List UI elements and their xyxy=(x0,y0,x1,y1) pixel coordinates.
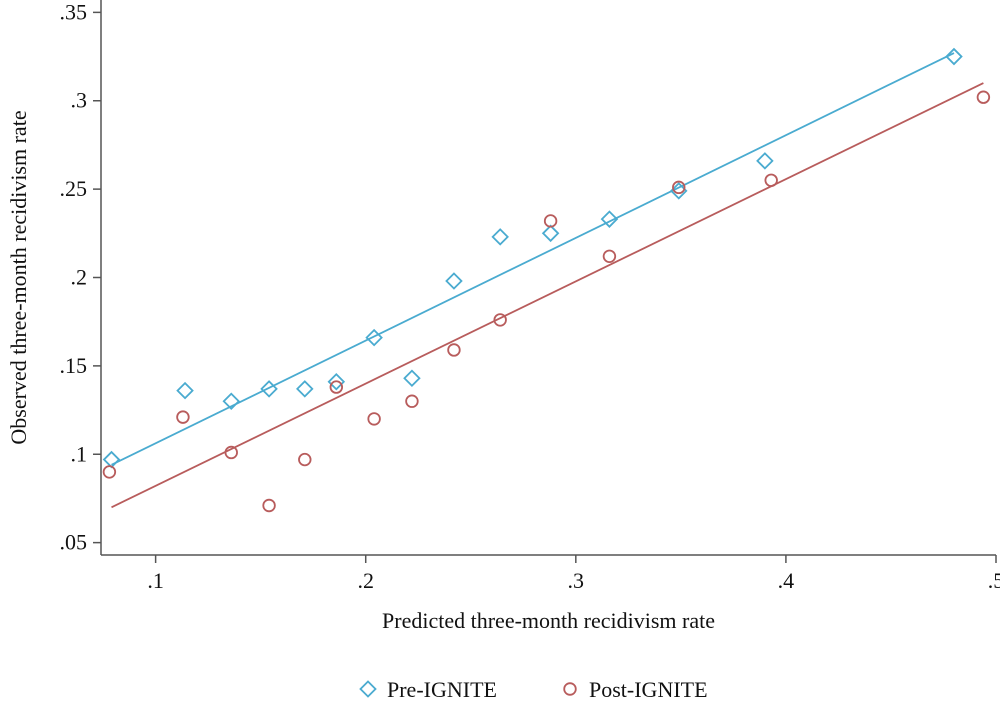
axes xyxy=(100,0,996,556)
post-ignite-point xyxy=(543,214,558,228)
y-tick-label: .05 xyxy=(60,530,88,555)
pre-ignite-point xyxy=(756,152,774,170)
post-ignite-point xyxy=(176,410,190,424)
legend-item-post-ignite: Post-IGNITE xyxy=(563,677,708,702)
pre-ignite-point xyxy=(491,228,509,246)
x-axis-title: Predicted three-month recidivism rate xyxy=(382,608,715,633)
pre-ignite-point xyxy=(176,381,194,400)
fit-lines xyxy=(111,52,984,509)
y-tick-label: .35 xyxy=(60,0,88,24)
pre-ignite-point xyxy=(365,328,383,347)
pre-ignite-point xyxy=(541,224,560,243)
pre-ignite-point xyxy=(260,380,278,398)
post-ignite-point xyxy=(602,249,617,263)
y-tick-label: .1 xyxy=(71,441,88,466)
pre-ignite-fit-line xyxy=(111,52,955,466)
pre-ignite-point xyxy=(222,392,241,410)
pre-ignite-point xyxy=(600,210,619,228)
pre-ignite-point xyxy=(445,272,463,290)
post-ignite-point xyxy=(447,343,461,357)
post-ignite-point xyxy=(367,412,381,426)
post-ignite-point xyxy=(298,452,312,467)
legend-item-pre-ignite: Pre-IGNITE xyxy=(359,677,497,702)
legend: Pre-IGNITE Post-IGNITE xyxy=(359,677,708,702)
post-ignite-point xyxy=(224,445,238,460)
legend-label-post-ignite: Post-IGNITE xyxy=(589,677,708,702)
y-tick-label: .2 xyxy=(71,265,88,290)
y-tick-label: .15 xyxy=(60,353,88,378)
y-axis-ticks: .05 .1 .15 .2 .25 .3 .35 xyxy=(60,0,101,555)
pre-ignite-point xyxy=(403,369,421,388)
y-axis-title: Observed three-month recidivism rate xyxy=(6,110,31,444)
pre-ignite-point xyxy=(296,380,314,398)
pre-ignite-point xyxy=(327,373,346,391)
x-axis-ticks: .1 .2 .3 .4 .5 xyxy=(147,555,1000,593)
y-tick-label: .3 xyxy=(71,88,88,113)
post-ignite-point xyxy=(764,173,778,187)
post-ignite-point xyxy=(976,90,991,104)
x-tick-label: .3 xyxy=(568,568,585,593)
y-tick-label: .25 xyxy=(60,176,88,201)
post-ignite-fit-line xyxy=(111,82,984,509)
legend-label-pre-ignite: Pre-IGNITE xyxy=(387,677,497,702)
pre-ignite-point xyxy=(945,47,963,66)
post-ignite-point xyxy=(262,498,276,513)
x-tick-label: .2 xyxy=(357,568,374,593)
post-ignite-point xyxy=(102,465,117,479)
post-ignite-point xyxy=(329,380,344,394)
post-ignite-point xyxy=(493,313,507,327)
post-ignite-point xyxy=(672,180,686,195)
x-tick-label: .1 xyxy=(147,568,164,593)
data-points xyxy=(102,47,991,513)
post-ignite-point xyxy=(405,394,419,408)
circle-marker-icon xyxy=(563,682,577,696)
x-tick-label: .5 xyxy=(988,568,1000,593)
diamond-marker-icon xyxy=(359,680,377,698)
x-tick-label: .4 xyxy=(778,568,795,593)
